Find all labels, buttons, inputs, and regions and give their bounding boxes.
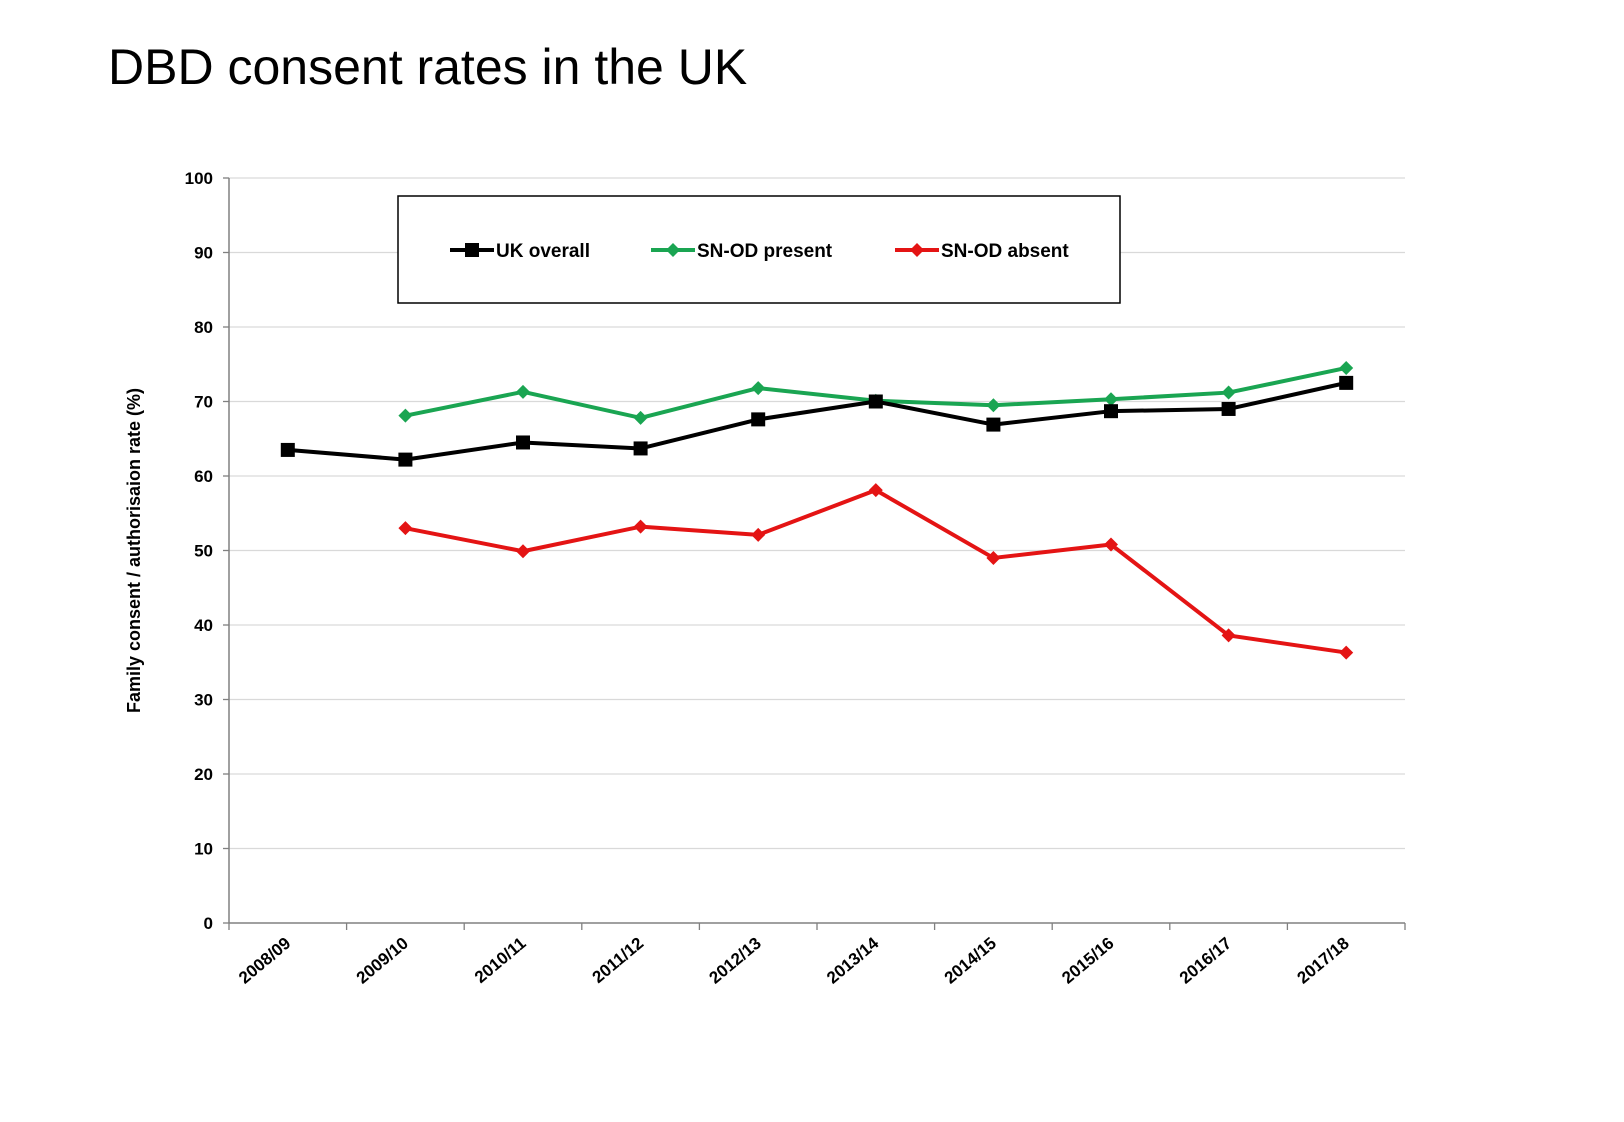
x-tick-label: 2010/11: [471, 934, 530, 987]
data-point-uk-overall: [516, 435, 530, 450]
axes: [223, 177, 1406, 930]
data-point-uk-overall: [633, 441, 648, 456]
legend-label: SN-OD absent: [941, 241, 1069, 262]
data-point-uk-overall: [868, 394, 883, 409]
data-point-uk-overall: [280, 442, 295, 457]
y-tick-label: 30: [194, 691, 213, 710]
x-tick-label: 2015/16: [1058, 934, 1117, 988]
legend-label: SN-OD present: [697, 241, 833, 262]
data-point-sn-od-present: [751, 381, 766, 396]
legend-marker: [910, 243, 924, 257]
x-tick-label: 2014/15: [941, 934, 1000, 988]
y-tick-label: 10: [194, 840, 213, 859]
x-tick-label: 2013/14: [823, 933, 883, 987]
legend-label: UK overall: [496, 241, 590, 262]
data-point-uk-overall: [1339, 375, 1354, 390]
data-point-sn-od-present: [1339, 360, 1354, 375]
x-tick-label: 2016/17: [1176, 934, 1235, 988]
data-point-sn-od-absent: [516, 544, 530, 559]
data-point-uk-overall: [398, 452, 413, 467]
data-point-uk-overall: [1104, 404, 1118, 419]
series-line-sn-od-absent: [405, 488, 1347, 655]
x-tick-label: 2017/18: [1293, 934, 1352, 988]
slide-title: DBD consent rates in the UK: [108, 39, 748, 95]
series-sn-od-absent: [398, 483, 1354, 660]
x-tick-label: 2012/13: [705, 934, 764, 988]
data-point-uk-overall: [1221, 401, 1236, 416]
y-tick-label: 60: [194, 467, 213, 486]
legend-item-sn-od-present: SN-OD present: [651, 241, 833, 262]
y-tick-label: 80: [194, 318, 213, 337]
x-tick-label: 2011/12: [589, 934, 648, 987]
y-tick-labels: 0 10 20 30 40 50 60 70 80 90 100: [185, 169, 213, 933]
y-tick-label: 100: [185, 169, 213, 188]
legend-marker: [666, 243, 680, 257]
legend-box: [397, 195, 1121, 304]
series-uk-overall: [280, 375, 1354, 467]
y-tick-label: 70: [194, 393, 213, 412]
data-point-uk-overall: [986, 417, 1001, 432]
y-tick-label: 20: [194, 765, 213, 784]
data-point-sn-od-absent: [751, 527, 766, 542]
data-point-sn-od-absent: [1104, 537, 1118, 552]
data-point-sn-od-present: [633, 410, 648, 425]
x-tick-labels: 2008/09 2009/10 2010/11 2011/12 2012/13 2013/…: [235, 933, 1353, 987]
y-tick-label: 50: [194, 542, 213, 561]
data-point-sn-od-absent: [986, 550, 1001, 565]
data-point-sn-od-absent: [1221, 628, 1236, 643]
data-point-uk-overall: [751, 412, 766, 427]
x-tick-label: 2008/09: [235, 934, 294, 988]
legend-item-sn-od-absent: SN-OD absent: [895, 241, 1069, 262]
series-line-uk-overall: [287, 380, 1347, 462]
y-tick-label: 90: [194, 244, 213, 263]
legend-item-uk-overall: UK overall: [450, 241, 590, 262]
data-point-sn-od-absent: [633, 519, 648, 534]
data-point-sn-od-absent: [1339, 645, 1354, 660]
series-group: [280, 360, 1354, 660]
y-tick-label: 0: [204, 914, 213, 933]
legend-marker: [465, 243, 479, 257]
y-tick-label: 40: [194, 616, 213, 635]
x-tick-label: 2009/10: [353, 934, 412, 988]
legend: UK overall SN-OD present SN-OD absent: [397, 195, 1121, 304]
data-point-sn-od-present: [398, 408, 413, 423]
y-axis-title: Family consent / authorisaion rate (%): [124, 388, 144, 713]
data-point-sn-od-present: [1221, 385, 1236, 400]
data-point-sn-od-present: [1104, 392, 1118, 407]
series-sn-od-present: [398, 360, 1354, 425]
data-point-sn-od-present: [986, 398, 1001, 413]
data-point-sn-od-absent: [398, 521, 413, 536]
data-point-sn-od-present: [516, 384, 530, 399]
data-point-sn-od-absent: [868, 483, 883, 498]
